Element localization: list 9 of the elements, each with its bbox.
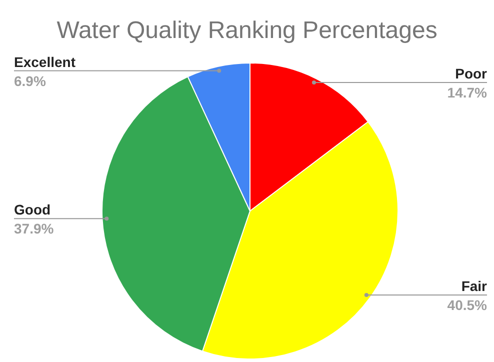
data-label: 40.5% — [447, 297, 488, 314]
slice-label: Excellent — [14, 54, 76, 70]
slice-label: Poor — [455, 65, 488, 82]
slice-label: Fair — [461, 278, 488, 294]
slice-label: Good — [14, 202, 51, 218]
data-label: 37.9% — [14, 220, 54, 237]
data-label: 14.7% — [447, 84, 488, 100]
chart-title: Water Quality Ranking Percentages — [56, 17, 438, 44]
data-label: 6.9% — [14, 72, 46, 89]
